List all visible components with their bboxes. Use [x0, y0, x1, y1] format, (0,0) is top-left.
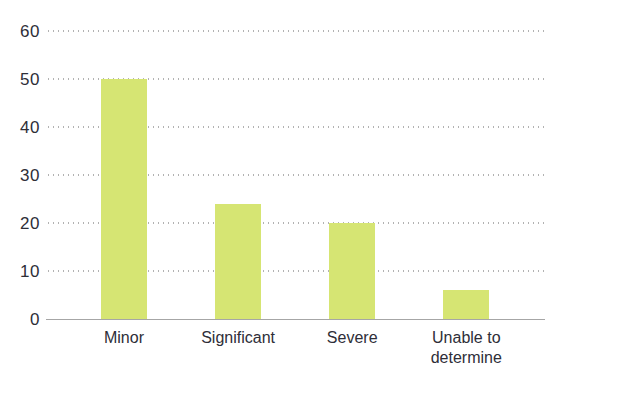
y-tick-label-20: 20	[0, 215, 40, 232]
plot-area	[46, 31, 545, 319]
y-tick-label-60: 60	[0, 23, 40, 40]
x-category-label-minor: Minor	[59, 328, 189, 348]
y-tick-label-10: 10	[0, 263, 40, 280]
bar-significant	[215, 204, 261, 319]
x-axis-line	[46, 319, 545, 321]
x-category-label-severe: Severe	[287, 328, 417, 348]
x-category-label-significant: Significant	[173, 328, 303, 348]
y-tick-label-30: 30	[0, 167, 40, 184]
bar-unable-to-determine	[443, 290, 489, 319]
y-tick-label-40: 40	[0, 119, 40, 136]
bar-minor	[101, 79, 147, 319]
x-category-label-unable-to-determine: Unable to determine	[401, 328, 531, 368]
y-tick-label-50: 50	[0, 71, 40, 88]
bar-severe	[329, 223, 375, 319]
bar-chart: 0 10 20 30 40 50 60 MinorSignificantSevereUnabl…	[0, 0, 618, 416]
y-tick-label-0: 0	[0, 311, 40, 328]
gridline-y-60	[46, 30, 545, 32]
